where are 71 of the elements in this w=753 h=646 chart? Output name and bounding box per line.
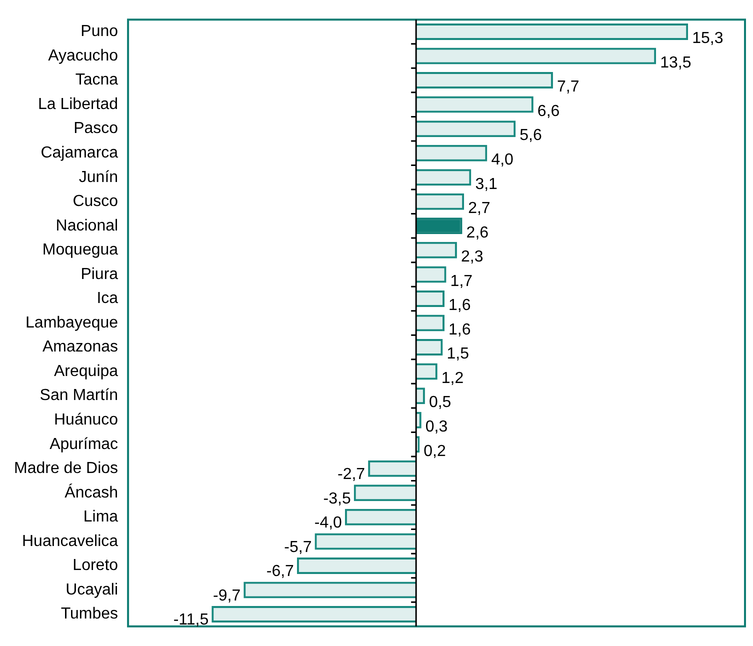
data-label: 1,6	[448, 297, 471, 314]
bar	[212, 606, 416, 623]
bar	[416, 266, 446, 283]
bar	[416, 96, 534, 113]
bar	[416, 23, 688, 40]
data-label: -11,5	[173, 612, 209, 629]
y-tick-label: Ayacucho	[48, 47, 118, 64]
y-tick-label: Lima	[83, 508, 118, 526]
bar	[416, 363, 438, 380]
bar	[416, 120, 516, 138]
y-tick-label: Cajamarca	[40, 144, 118, 162]
bar	[296, 557, 416, 574]
data-label: 2,3	[460, 248, 484, 266]
data-label: 3,1	[475, 176, 498, 193]
y-tick-label: Apurímac	[50, 436, 118, 453]
data-label: 0,2	[424, 442, 446, 460]
y-tick-label: Piura	[80, 266, 118, 283]
y-tick-label: Tumbes	[60, 606, 118, 623]
data-label: 0,5	[428, 394, 452, 412]
data-label: 2,7	[468, 200, 490, 218]
bar	[416, 144, 488, 162]
data-label: -4,0	[314, 514, 342, 532]
bar	[244, 582, 416, 598]
data-label: 0,3	[425, 418, 448, 436]
y-tick-label: Huancavelica	[22, 532, 118, 550]
bar	[416, 169, 472, 186]
y-tick-label: La Libertad	[38, 96, 118, 113]
y-tick-label: Madre de Dios	[14, 460, 118, 478]
y-tick-label: Moquegua	[42, 242, 118, 259]
data-label: 6,6	[537, 102, 560, 120]
y-tick-label: Áncash	[64, 483, 118, 502]
bar	[416, 48, 656, 64]
data-label: 1,2	[441, 370, 464, 387]
y-tick-label: Lambayeque	[26, 314, 118, 332]
data-label: 1,6	[448, 321, 471, 338]
data-label: 13,5	[660, 54, 692, 72]
data-label: -9,7	[213, 587, 241, 604]
y-tick-label: Ucayali	[66, 581, 118, 598]
data-label: 7,7	[556, 78, 580, 96]
data-label: -2,7	[337, 466, 366, 484]
bar	[416, 290, 445, 307]
bar	[416, 72, 553, 89]
y-tick-label: Tacna	[75, 72, 118, 89]
y-tick-label: Loreto	[72, 557, 118, 574]
data-label: 1,5	[446, 346, 470, 363]
bar	[416, 242, 457, 258]
data-label: -3,5	[323, 490, 351, 508]
data-label: 5,6	[520, 127, 542, 144]
bar	[344, 508, 416, 526]
bar	[354, 484, 416, 502]
y-tick-label: Arequipa	[54, 362, 118, 380]
data-label: -5,7	[284, 538, 312, 556]
data-label: 1,7	[450, 272, 473, 290]
y-tick-label: Junín	[78, 168, 118, 186]
bar	[368, 460, 416, 477]
y-tick-label: San Martín	[40, 387, 118, 404]
bar	[416, 314, 445, 332]
data-label: 4,0	[491, 152, 514, 168]
y-tick-label: Huánuco	[54, 411, 118, 428]
bar	[416, 193, 464, 210]
bar	[314, 533, 416, 550]
y-tick-label: Cusco	[72, 193, 118, 210]
data-label: 15,3	[692, 30, 724, 48]
data-label: 2,6	[466, 224, 489, 242]
y-tick-label: Ica	[96, 290, 118, 308]
y-tick-label: Amazonas	[42, 338, 118, 356]
y-tick-label: Pasco	[74, 120, 118, 138]
y-tick-label: Nacional	[56, 217, 118, 234]
data-label: -6,7	[266, 563, 294, 580]
y-tick-label: Puno	[80, 23, 118, 40]
bar	[416, 339, 443, 356]
